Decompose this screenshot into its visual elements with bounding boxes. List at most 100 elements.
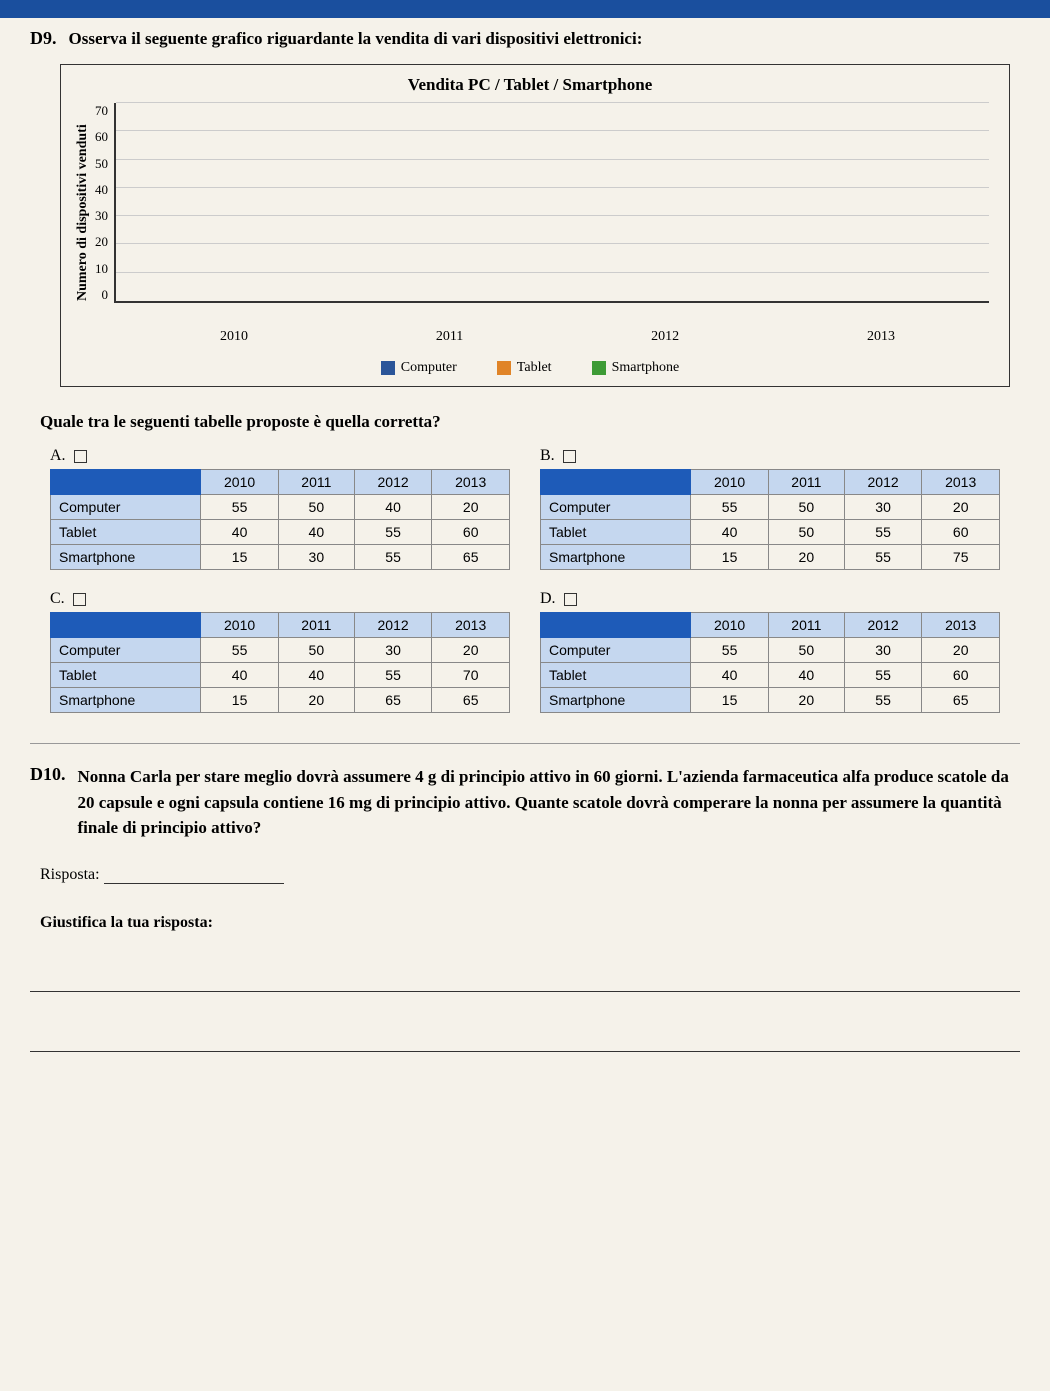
table-cell: 50 (278, 495, 354, 520)
table-cell: 55 (354, 545, 432, 570)
table-cell: 40 (201, 663, 279, 688)
table-header: 2012 (844, 613, 922, 638)
legend-label: Smartphone (612, 360, 680, 376)
table-cell: 50 (278, 638, 354, 663)
table-cell: 65 (354, 688, 432, 713)
row-header: Tablet (51, 663, 201, 688)
y-tick: 0 (95, 287, 108, 303)
table-cell: 55 (201, 638, 279, 663)
table-corner (541, 470, 691, 495)
x-axis-ticks: 2010201120122013 (126, 329, 989, 345)
option-letter: C. (50, 590, 65, 607)
option-A: A.2010201120122013Computer55504020Tablet… (50, 447, 510, 570)
table-corner (541, 613, 691, 638)
checkbox[interactable] (73, 593, 86, 606)
table-cell: 55 (844, 688, 922, 713)
answer-line-1[interactable] (30, 962, 1020, 992)
option-label: C. (50, 590, 510, 608)
checkbox[interactable] (563, 450, 576, 463)
giustifica-row: Giustifica la tua risposta: (40, 914, 1020, 932)
table-corner (51, 613, 201, 638)
q10-text: Nonna Carla per stare meglio dovrà assum… (78, 764, 1021, 841)
y-axis-ticks: 706050403020100 (95, 103, 114, 303)
table-cell: 55 (691, 638, 769, 663)
table-row: Smartphone15205575 (541, 545, 1000, 570)
table-row: Tablet40405560 (51, 520, 510, 545)
q10-number: D10. (30, 764, 66, 785)
option-table: 2010201120122013Computer55504020Tablet40… (50, 469, 510, 570)
table-cell: 20 (922, 495, 1000, 520)
y-tick: 10 (95, 261, 108, 277)
table-row: Tablet40505560 (541, 520, 1000, 545)
table-row: Tablet40405560 (541, 663, 1000, 688)
option-letter: A. (50, 447, 66, 464)
bars-container (116, 103, 989, 301)
table-cell: 65 (432, 545, 510, 570)
row-header: Smartphone (51, 545, 201, 570)
checkbox[interactable] (74, 450, 87, 463)
table-cell: 50 (768, 520, 844, 545)
answer-line-2[interactable] (30, 1022, 1020, 1052)
option-table: 2010201120122013Computer55503020Tablet40… (50, 612, 510, 713)
row-header: Smartphone (541, 545, 691, 570)
table-cell: 20 (768, 545, 844, 570)
q9-header: D9. Osserva il seguente grafico riguarda… (30, 28, 1020, 49)
option-label: B. (540, 447, 1000, 465)
table-cell: 55 (844, 520, 922, 545)
table-cell: 40 (278, 663, 354, 688)
table-cell: 40 (691, 520, 769, 545)
table-cell: 40 (201, 520, 279, 545)
table-cell: 30 (278, 545, 354, 570)
table-cell: 60 (922, 663, 1000, 688)
table-header: 2011 (768, 613, 844, 638)
table-header: 2010 (691, 613, 769, 638)
table-header: 2012 (354, 470, 432, 495)
row-header: Tablet (541, 520, 691, 545)
legend-swatch (381, 361, 395, 375)
option-table: 2010201120122013Computer55503020Tablet40… (540, 469, 1000, 570)
table-cell: 55 (691, 495, 769, 520)
table-cell: 55 (354, 663, 432, 688)
table-row: Computer55503020 (541, 495, 1000, 520)
options-grid: A.2010201120122013Computer55504020Tablet… (50, 447, 1000, 713)
q9-number: D9. (30, 28, 57, 49)
legend-item: Smartphone (592, 360, 680, 376)
table-row: Computer55504020 (51, 495, 510, 520)
table-row: Computer55503020 (541, 638, 1000, 663)
table-cell: 75 (922, 545, 1000, 570)
table-cell: 20 (922, 638, 1000, 663)
table-header: 2012 (844, 470, 922, 495)
table-cell: 15 (691, 545, 769, 570)
risposta-input-line[interactable] (104, 883, 284, 884)
row-header: Computer (51, 638, 201, 663)
checkbox[interactable] (564, 593, 577, 606)
table-cell: 50 (768, 495, 844, 520)
table-header: 2013 (432, 470, 510, 495)
table-cell: 55 (354, 520, 432, 545)
legend-item: Computer (381, 360, 457, 376)
table-row: Tablet40405570 (51, 663, 510, 688)
table-header: 2011 (278, 613, 354, 638)
table-cell: 65 (922, 688, 1000, 713)
legend-label: Tablet (517, 360, 552, 376)
giustifica-label: Giustifica la tua risposta: (40, 914, 213, 931)
row-header: Computer (541, 495, 691, 520)
row-header: Tablet (51, 520, 201, 545)
option-D: D.2010201120122013Computer55503020Tablet… (540, 590, 1000, 713)
chart-area: Numero di dispositivi venduti 7060504030… (71, 103, 989, 323)
option-label: A. (50, 447, 510, 465)
table-cell: 70 (432, 663, 510, 688)
table-cell: 55 (844, 545, 922, 570)
y-tick: 50 (95, 156, 108, 172)
table-cell: 20 (432, 638, 510, 663)
q9-text: Osserva il seguente grafico riguardante … (69, 29, 643, 49)
q9-subquestion: Quale tra le seguenti tabelle proposte è… (40, 412, 1020, 432)
table-cell: 40 (354, 495, 432, 520)
row-header: Tablet (541, 663, 691, 688)
table-cell: 30 (844, 495, 922, 520)
chart-title: Vendita PC / Tablet / Smartphone (71, 75, 989, 95)
row-header: Computer (51, 495, 201, 520)
page: D9. Osserva il seguente grafico riguarda… (0, 0, 1050, 1391)
table-header: 2013 (922, 470, 1000, 495)
header-bar (0, 0, 1050, 18)
